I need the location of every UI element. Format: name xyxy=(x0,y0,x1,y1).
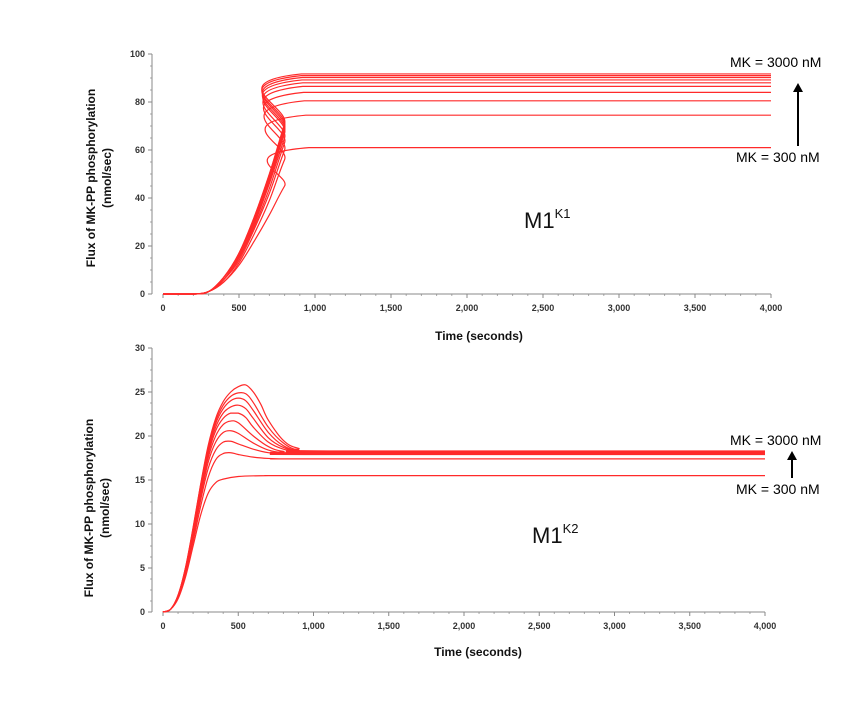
annotation-bottom: MK = 300 nM xyxy=(736,149,820,165)
x-tick-label: 1,000 xyxy=(302,621,325,631)
y-axis-ticks: 0 5 10 15 20 25 30 xyxy=(135,343,152,617)
x-axis-ticks: 0 500 1,000 1,500 2,000 2,500 3,000 3,500 4,000 xyxy=(160,294,782,313)
series-line-4 xyxy=(162,430,765,613)
x-tick-label: 500 xyxy=(231,621,246,631)
y-tick-label: 25 xyxy=(135,387,145,397)
x-tick-label: 0 xyxy=(160,303,165,313)
series-line-7 xyxy=(162,79,771,295)
series-line-8 xyxy=(162,76,771,295)
x-tick-label: 0 xyxy=(160,621,165,631)
series-line-8 xyxy=(162,397,765,613)
series-line-3 xyxy=(162,100,771,295)
y-tick-label: 0 xyxy=(140,607,145,617)
model-label: M1K1 xyxy=(524,206,570,233)
annotation-bottom: MK = 300 nM xyxy=(736,481,820,497)
x-axis-label: Time (seconds) xyxy=(434,645,522,659)
model-label: M1K2 xyxy=(532,521,578,548)
annotation-top: MK = 3000 nM xyxy=(730,54,821,70)
x-axis-ticks: 0 500 1,000 1,500 2,000 2,500 3,000 3,500 4,000 xyxy=(160,612,776,631)
y-axis-label-line2: (nmol/sec) xyxy=(98,478,112,538)
x-tick-label: 1,500 xyxy=(380,303,403,313)
series-line-3 xyxy=(162,440,765,613)
x-tick-label: 4,000 xyxy=(760,303,783,313)
x-tick-label: 1,000 xyxy=(304,303,327,313)
model-label-main: M1 xyxy=(532,523,563,548)
series-line-2 xyxy=(162,114,771,295)
model-label-main: M1 xyxy=(524,208,555,233)
x-tick-label: 3,500 xyxy=(684,303,707,313)
annotation-arrow-head xyxy=(793,83,803,92)
y-tick-label: 0 xyxy=(140,289,145,299)
annotation-arrow-head xyxy=(787,451,797,460)
y-tick-label: 60 xyxy=(135,145,145,155)
y-axis-ticks: 0 20 40 60 80 100 xyxy=(130,49,152,299)
series-line-9 xyxy=(162,74,771,295)
y-axis-label-line1: Flux of MK-PP phosphorylation xyxy=(82,419,96,597)
y-tick-label: 80 xyxy=(135,97,145,107)
x-tick-label: 500 xyxy=(231,303,246,313)
y-tick-label: 15 xyxy=(135,475,145,485)
x-tick-label: 2,000 xyxy=(456,303,479,313)
x-tick-label: 4,000 xyxy=(754,621,777,631)
series-line-10 xyxy=(162,384,765,613)
y-tick-label: 20 xyxy=(135,241,145,251)
x-tick-label: 3,000 xyxy=(608,303,631,313)
x-tick-label: 2,500 xyxy=(528,621,551,631)
series-line-9 xyxy=(162,391,765,613)
y-tick-label: 30 xyxy=(135,343,145,353)
y-tick-label: 100 xyxy=(130,49,145,59)
chart-bottom-panel: 0 500 1,000 1,500 2,000 2,500 3,000 3,500 4,000 … xyxy=(82,343,821,659)
x-tick-label: 2,500 xyxy=(532,303,555,313)
y-tick-label: 20 xyxy=(135,431,145,441)
series-group xyxy=(162,384,765,613)
series-line-1 xyxy=(162,474,765,613)
y-tick-label: 10 xyxy=(135,519,145,529)
x-axis-label: Time (seconds) xyxy=(435,329,523,343)
series-line-4 xyxy=(162,91,771,295)
y-tick-label: 5 xyxy=(140,563,145,573)
series-group xyxy=(162,73,771,295)
y-tick-label: 40 xyxy=(135,193,145,203)
model-label-superscript: K2 xyxy=(563,521,579,536)
y-axis-label-line1: Flux of MK-PP phosphorylation xyxy=(84,89,98,267)
x-tick-label: 3,000 xyxy=(603,621,626,631)
series-line-5 xyxy=(162,85,771,295)
y-axis-label-line2: (nmol/sec) xyxy=(100,148,114,208)
chart-top-panel: 0 500 1,000 1,500 2,000 2,500 3,000 3,500 4,000 … xyxy=(84,49,821,343)
x-tick-label: 3,500 xyxy=(678,621,701,631)
model-label-superscript: K1 xyxy=(555,206,571,221)
annotation-top: MK = 3000 nM xyxy=(730,432,821,448)
series-line-6 xyxy=(162,82,771,295)
x-tick-label: 2,000 xyxy=(453,621,476,631)
series-line-2 xyxy=(162,452,765,613)
series-line-10 xyxy=(162,73,771,295)
x-tick-label: 1,500 xyxy=(377,621,400,631)
